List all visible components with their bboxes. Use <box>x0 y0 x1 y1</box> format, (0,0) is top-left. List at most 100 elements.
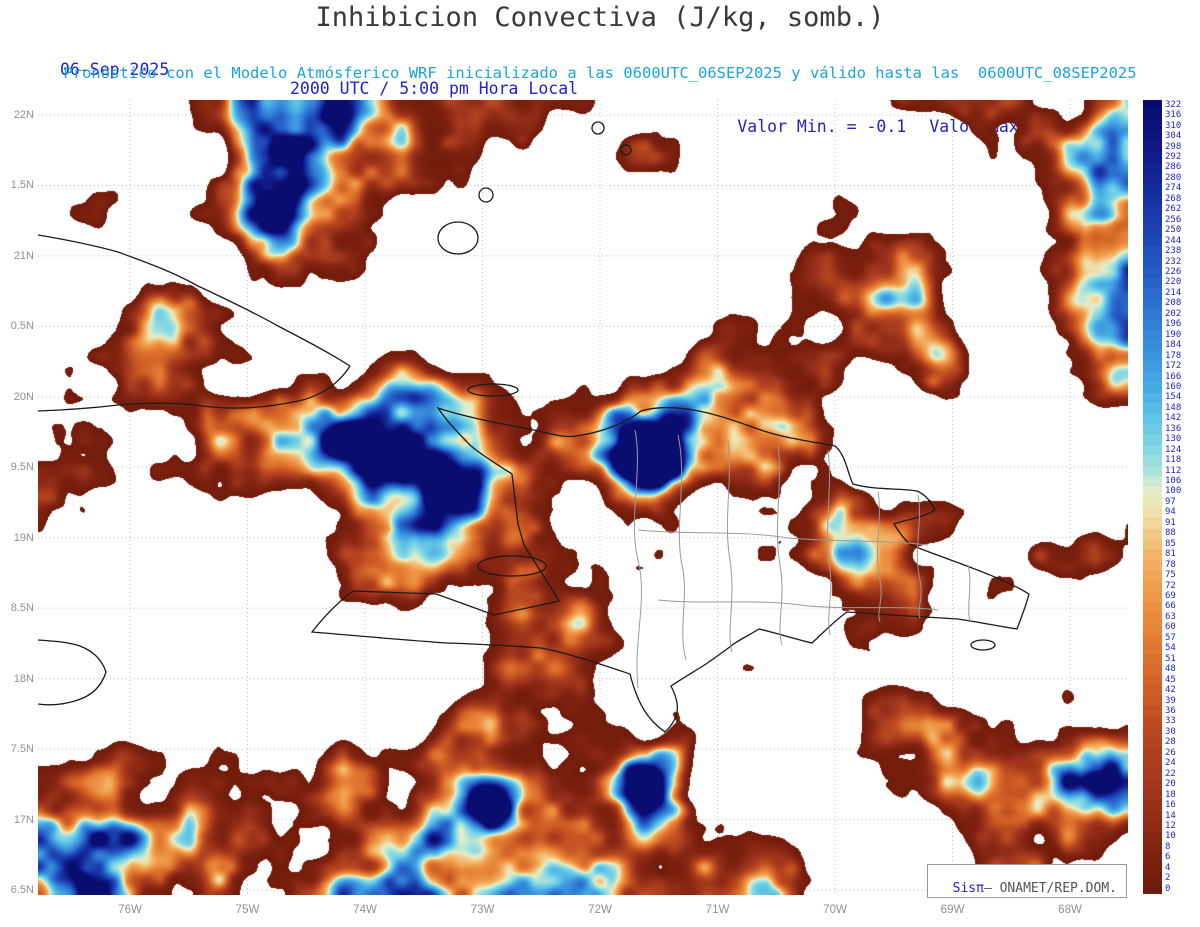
colorbar-swatch <box>1143 737 1162 749</box>
colorbar-swatch <box>1143 727 1162 738</box>
colorbar-row: 20 <box>1143 779 1200 790</box>
colorbar-swatch <box>1143 267 1162 278</box>
y-axis-tick: 6.5N <box>10 883 34 896</box>
colorbar-swatch <box>1143 873 1162 884</box>
colorbar-tick-label: 54 <box>1165 643 1176 654</box>
colorbar-tick-label: 148 <box>1165 402 1182 413</box>
attribution-brand: Sisπ <box>952 881 984 896</box>
colorbar-row: 322 <box>1143 100 1200 111</box>
colorbar-swatch <box>1143 497 1162 508</box>
colorbar-row: 63 <box>1143 611 1200 623</box>
y-axis-tick: 7.5N <box>10 743 34 756</box>
colorbar-row: 142 <box>1143 413 1200 425</box>
colorbar-row: 8 <box>1143 842 1200 853</box>
island-turks-1 <box>591 121 605 135</box>
y-axis-tick: 8.5N <box>10 602 34 615</box>
colorbar-tick-label: 10 <box>1165 831 1176 842</box>
colorbar-tick-label: 28 <box>1165 737 1176 748</box>
attribution-text: – ONAMET/REP.DOM. <box>983 881 1117 896</box>
colorbar-row: 262 <box>1143 204 1200 215</box>
colorbar-row: 94 <box>1143 507 1200 519</box>
colorbar-swatch <box>1143 120 1162 132</box>
colorbar-tick-label: 4 <box>1165 862 1171 873</box>
colorbar-swatch <box>1143 633 1162 644</box>
colorbar-swatch <box>1143 800 1162 811</box>
colorbar-swatch <box>1143 141 1162 153</box>
colorbar-row: 256 <box>1143 214 1200 226</box>
colorbar-tick-label: 94 <box>1165 507 1176 518</box>
colorbar-tick-label: 220 <box>1165 277 1182 288</box>
colorbar-tick-label: 16 <box>1165 800 1176 811</box>
colorbar-swatch <box>1143 539 1162 550</box>
y-axis-tick: 1.5N <box>10 179 34 192</box>
colorbar-tick-label: 72 <box>1165 580 1176 591</box>
colorbar-row: 4 <box>1143 862 1200 874</box>
colorbar-row: 106 <box>1143 476 1200 487</box>
colorbar-tick-label: 22 <box>1165 768 1176 779</box>
colorbar-row: 48 <box>1143 664 1200 675</box>
colorbar-swatch <box>1143 507 1162 519</box>
colorbar-tick-label: 166 <box>1165 371 1182 382</box>
colorbar-tick-label: 316 <box>1165 110 1182 121</box>
colorbar-row: 220 <box>1143 277 1200 289</box>
colorbar-row: 72 <box>1143 580 1200 592</box>
colorbar-row: 26 <box>1143 748 1200 759</box>
coastline-hispaniola <box>310 406 1030 733</box>
colorbar-row: 268 <box>1143 193 1200 205</box>
colorbar-tick-label: 63 <box>1165 611 1176 622</box>
colorbar-swatch <box>1143 612 1162 623</box>
colorbar-swatch <box>1143 643 1162 655</box>
colorbar-tick-label: 81 <box>1165 549 1176 560</box>
colorbar-row: 154 <box>1143 392 1200 404</box>
colorbar-swatch <box>1143 371 1162 383</box>
colorbar-swatch <box>1143 706 1162 717</box>
colorbar-row: 0 <box>1143 883 1200 895</box>
colorbar-swatch <box>1143 309 1162 320</box>
colorbar-row: 57 <box>1143 633 1200 644</box>
colorbar-tick-label: 280 <box>1165 172 1182 183</box>
colorbar-row: 91 <box>1143 518 1200 529</box>
x-axis-tick: 76W <box>118 904 142 916</box>
colorbar-swatch <box>1143 152 1162 163</box>
colorbar-row: 160 <box>1143 382 1200 393</box>
page-title: Inhibicion Convectiva (J/kg, somb.) <box>315 2 885 33</box>
colorbar-swatch <box>1143 476 1162 487</box>
colorbar-tick-label: 66 <box>1165 601 1176 612</box>
colorbar-tick-label: 268 <box>1165 193 1182 204</box>
colorbar-row: 39 <box>1143 695 1200 707</box>
colorbar-tick-label: 18 <box>1165 789 1176 800</box>
colorbar-swatch <box>1143 361 1162 372</box>
colorbar-row: 10 <box>1143 831 1200 843</box>
colorbar-tick-label: 250 <box>1165 225 1182 236</box>
colorbar-swatch <box>1143 350 1162 362</box>
colorbar-swatch <box>1143 131 1162 142</box>
colorbar-tick-label: 60 <box>1165 622 1176 633</box>
forecast-date: 06-Sep-2025 <box>60 60 170 79</box>
colorbar-swatch <box>1143 465 1162 477</box>
colorbar-row: 2 <box>1143 873 1200 884</box>
colorbar-tick-label: 20 <box>1165 779 1176 790</box>
colorbar-tick-label: 274 <box>1165 183 1182 194</box>
colorbar-swatch <box>1143 277 1162 289</box>
colorbar-row: 130 <box>1143 434 1200 445</box>
colorbar-tick-label: 214 <box>1165 287 1182 298</box>
colorbar-swatch <box>1143 256 1162 268</box>
colorbar-row: 85 <box>1143 539 1200 550</box>
colorbar-tick-label: 118 <box>1165 455 1182 466</box>
colorbar-tick-label: 48 <box>1165 664 1176 675</box>
colorbar-swatch <box>1143 173 1162 184</box>
colorbar-tick-label: 0 <box>1165 883 1171 894</box>
colorbar-row: 214 <box>1143 287 1200 299</box>
colorbar-tick-label: 39 <box>1165 695 1176 706</box>
colorbar-row: 75 <box>1143 570 1200 581</box>
colorbar-row: 136 <box>1143 424 1200 435</box>
colorbar-row: 14 <box>1143 810 1200 822</box>
colorbar-row: 298 <box>1143 141 1200 153</box>
y-axis-tick: 9.5N <box>10 461 34 474</box>
colorbar-tick-label: 256 <box>1165 214 1182 225</box>
colorbar-row: 69 <box>1143 591 1200 602</box>
x-axis-tick: 70W <box>823 904 847 916</box>
model-subtitle: Pronóstico con el Modelo Atmósferico WRF… <box>63 64 1137 82</box>
colorbar-tick-label: 238 <box>1165 246 1182 257</box>
coastlines-overlay <box>38 121 1030 733</box>
